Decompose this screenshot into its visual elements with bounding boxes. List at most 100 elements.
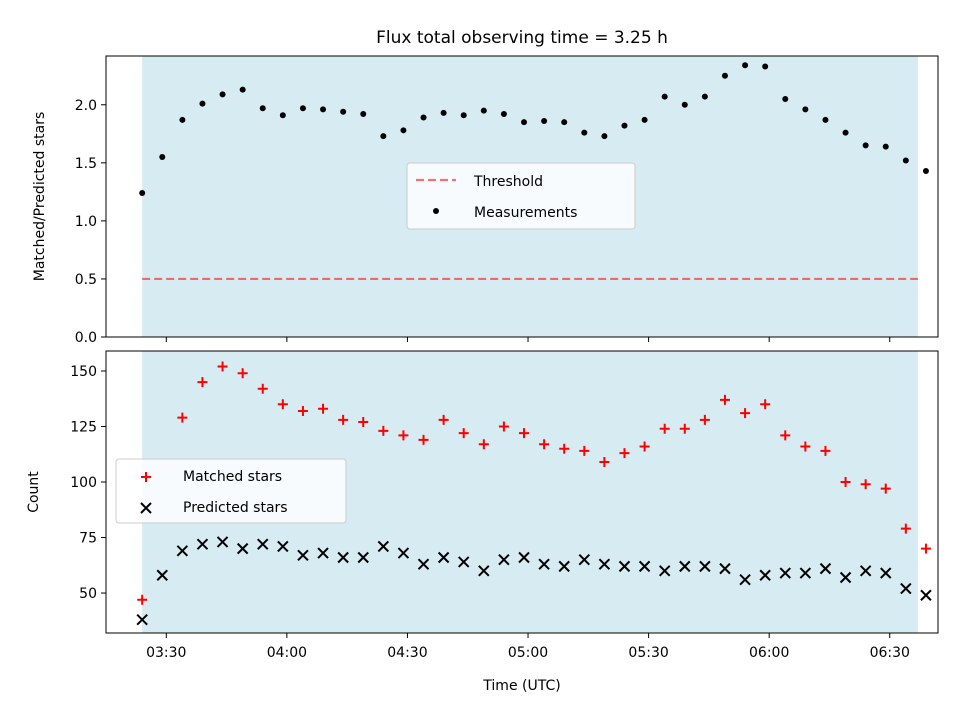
predicted-point [538, 558, 550, 570]
matched-point [197, 377, 208, 388]
matched-point [458, 428, 469, 439]
matched-point [719, 394, 730, 405]
measurement-point [500, 111, 507, 118]
matched-point [277, 399, 288, 410]
measurement-point [360, 111, 367, 118]
measurement-point [521, 119, 528, 126]
matched-point [619, 448, 630, 459]
measurement-point [139, 190, 146, 197]
measurement-point [701, 93, 708, 100]
matched-point [338, 414, 349, 425]
matched-point [478, 439, 489, 450]
predicted-point [859, 565, 872, 577]
measurement-point [259, 105, 266, 112]
y-tick-label: 100 [70, 475, 97, 491]
axes-frame [105, 350, 939, 634]
x-tick-label: 04:30 [387, 645, 427, 661]
legend: Threshold Measurements [406, 162, 636, 230]
matched-point [177, 412, 188, 423]
measurement-point [219, 91, 226, 98]
matched-point [237, 368, 248, 379]
matched-point [860, 479, 871, 490]
predicted-point [819, 562, 832, 575]
matched-point [257, 383, 268, 394]
predicted-point [558, 560, 570, 573]
predicted-point [257, 538, 269, 550]
matched-point [358, 417, 369, 428]
bottom-axes: 50 75 100 125 150 03:30 04:00 04:30 05:00 05:30 06… [26, 350, 939, 661]
y-tick-label: 50 [79, 586, 97, 602]
predicted-point [598, 558, 611, 570]
predicted-point [156, 569, 168, 581]
predicted-point [458, 556, 470, 568]
matched-point [297, 405, 308, 416]
matched-point [438, 414, 449, 425]
matched-point [539, 439, 550, 450]
measurement-point [320, 106, 327, 113]
measurement-point [882, 143, 889, 150]
measurement-point [762, 63, 769, 70]
measurement-point [782, 95, 789, 102]
y-tick-label: 150 [70, 364, 97, 380]
measurement-point [340, 108, 347, 115]
measurement-point [239, 86, 246, 93]
predicted-point [699, 560, 711, 573]
predicted-point [236, 542, 249, 555]
measurement-point [822, 116, 829, 123]
legend-measurements-label: Measurements [474, 205, 577, 221]
predicted-point [317, 547, 329, 559]
matched-point [217, 361, 228, 372]
predicted-point [397, 547, 410, 559]
predicted-point [478, 565, 490, 577]
x-tick-label: 06:00 [749, 645, 789, 661]
measurement-point [621, 122, 628, 129]
matched-point [880, 483, 891, 494]
predicted-point [518, 551, 530, 564]
x-tick-label: 04:00 [267, 645, 307, 661]
predicted-point [417, 558, 430, 570]
predicted-point [176, 545, 189, 557]
measurement-point [862, 142, 869, 149]
y-tick-label: 2.0 [75, 98, 97, 114]
predicted-point [638, 560, 651, 573]
x-tick-label: 06:30 [870, 645, 910, 661]
predicted-point [498, 554, 510, 566]
predicted-point [779, 567, 791, 579]
x-axis-label: Time (UTC) [482, 678, 560, 694]
measurement-point [742, 62, 749, 69]
predicted-point [739, 574, 751, 586]
y-tick-label: 125 [70, 419, 97, 435]
chart-title: Flux total observing time = 3.25 h [376, 28, 668, 48]
measurement-point [440, 109, 447, 116]
measurement-point [601, 133, 608, 140]
legend-box [406, 162, 636, 230]
y-axis-label: Matched/Predicted stars [32, 112, 48, 282]
measurement-point [299, 105, 306, 112]
y-tick-label: 75 [79, 531, 97, 547]
measurement-point [199, 100, 206, 107]
legend-matched-label: Matched stars [183, 469, 282, 485]
measurement-point [581, 129, 588, 136]
predicted-point [920, 589, 932, 601]
measurement-point [681, 101, 688, 108]
predicted-point [578, 554, 591, 566]
legend-measurements-swatch [433, 208, 439, 214]
predicted-point [196, 538, 209, 550]
axes-frame [105, 55, 939, 338]
matched-point [820, 445, 831, 456]
measurement-point [179, 116, 186, 123]
predicted-point [357, 551, 369, 564]
y-tick-label: 0.5 [75, 272, 97, 288]
measurement-point [802, 106, 809, 113]
predicted-point [437, 551, 450, 564]
measurement-point [902, 157, 909, 164]
predicted-point [337, 551, 349, 564]
matched-point [137, 594, 148, 605]
legend-predicted-swatch [140, 502, 152, 514]
measurement-point [721, 72, 728, 79]
predicted-point [880, 567, 892, 579]
x-tick-label: 03:30 [146, 645, 186, 661]
matched-point [840, 477, 851, 488]
matched-point [699, 414, 710, 425]
matched-point [800, 441, 811, 452]
